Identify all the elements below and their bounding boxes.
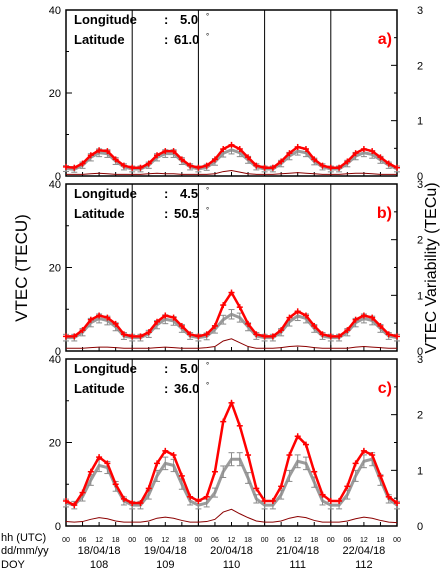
variability-series-line — [65, 508, 398, 524]
degree-symbol: ° — [206, 12, 209, 21]
right-y-tick-label: 1 — [417, 465, 423, 477]
doy-label: 108 — [90, 559, 108, 571]
hour-tick-label: 18 — [310, 537, 318, 544]
degree-symbol: ° — [206, 361, 209, 370]
hour-tick-label: 12 — [228, 537, 236, 544]
row-label-date: dd/mm/yy — [1, 545, 49, 557]
hour-tick-label: 18 — [112, 537, 120, 544]
hour-tick-label: 12 — [95, 537, 103, 544]
latitude-label: Latitude — [74, 32, 125, 47]
date-label: 22/04/18 — [342, 545, 385, 557]
degree-symbol: ° — [206, 206, 209, 215]
hour-tick-label: 18 — [178, 537, 186, 544]
right-y-tick-label: 1 — [417, 116, 423, 128]
panel-letter: a) — [378, 31, 392, 48]
latitude-value: 50.5 — [174, 206, 199, 221]
panel-letter: b) — [377, 205, 392, 222]
hour-tick-label: 00 — [128, 537, 136, 544]
left-y-tick-label: 40 — [49, 354, 61, 366]
doy-label: 109 — [156, 559, 174, 571]
right-y-tick-label: 3 — [417, 179, 423, 191]
doy-label: 110 — [223, 559, 241, 571]
date-label: 21/04/18 — [276, 545, 319, 557]
right-y-tick-label: 0 — [417, 521, 423, 533]
row-label-doy: DOY — [1, 559, 26, 571]
longitude-label: Longitude — [74, 361, 137, 376]
left-y-tick-label: 0 — [55, 171, 61, 183]
left-y-tick-label: 20 — [49, 88, 61, 100]
right-y-tick-label: 1 — [417, 290, 423, 302]
hour-tick-label: 06 — [211, 537, 219, 544]
right-y-tick-label: 3 — [417, 354, 423, 366]
longitude-colon: : — [164, 361, 168, 376]
latitude-colon: : — [164, 32, 168, 47]
hour-tick-label: 00 — [393, 537, 401, 544]
left-axis-label: VTEC (TECU) — [12, 214, 31, 322]
longitude-value: 5.0 — [180, 12, 198, 27]
longitude-label: Longitude — [74, 186, 137, 201]
right-y-tick-label: 2 — [417, 410, 423, 422]
date-label: 18/04/18 — [78, 545, 121, 557]
degree-symbol: ° — [206, 186, 209, 195]
hour-tick-label: 12 — [161, 537, 169, 544]
latitude-label: Latitude — [74, 206, 125, 221]
date-label: 20/04/18 — [210, 545, 253, 557]
degree-symbol: ° — [206, 32, 209, 41]
right-y-tick-label: 3 — [417, 5, 423, 17]
variability-series-line — [66, 338, 397, 349]
left-y-tick-label: 40 — [49, 5, 61, 17]
panel-letter: c) — [378, 380, 392, 397]
doy-label: 111 — [289, 559, 306, 571]
hour-tick-label: 00 — [327, 537, 335, 544]
hour-tick-label: 06 — [277, 537, 285, 544]
hour-tick-label: 06 — [145, 537, 153, 544]
right-y-tick-label: 0 — [417, 171, 423, 183]
variability-series-line — [66, 169, 397, 175]
left-y-tick-label: 0 — [55, 521, 61, 533]
hour-tick-label: 00 — [62, 537, 70, 544]
hour-tick-label: 00 — [195, 537, 203, 544]
row-label-hour: hh (UTC) — [1, 532, 46, 544]
degree-symbol: ° — [206, 381, 209, 390]
latitude-colon: : — [164, 206, 168, 221]
right-y-tick-label: 2 — [417, 235, 423, 247]
hour-tick-label: 18 — [377, 537, 385, 544]
left-y-tick-label: 20 — [49, 438, 61, 450]
right-y-tick-label: 0 — [417, 346, 423, 358]
hour-tick-label: 12 — [360, 537, 368, 544]
longitude-value: 4.5 — [180, 186, 198, 201]
right-axis-label: VTEC Variability (TECu) — [423, 182, 440, 353]
doy-label: 112 — [355, 559, 373, 571]
left-y-tick-label: 0 — [55, 346, 61, 358]
date-label: 19/04/18 — [144, 545, 187, 557]
longitude-label: Longitude — [74, 12, 137, 27]
longitude-value: 5.0 — [180, 361, 198, 376]
hour-tick-label: 18 — [244, 537, 252, 544]
latitude-label: Latitude — [74, 381, 125, 396]
latitude-value: 61.0 — [174, 32, 199, 47]
hour-tick-label: 06 — [79, 537, 87, 544]
hour-tick-label: 06 — [343, 537, 351, 544]
longitude-colon: : — [164, 12, 168, 27]
hour-tick-label: 00 — [261, 537, 269, 544]
latitude-value: 36.0 — [174, 381, 199, 396]
longitude-colon: : — [164, 186, 168, 201]
latitude-colon: : — [164, 381, 168, 396]
left-y-tick-label: 20 — [49, 263, 61, 275]
left-y-tick-label: 40 — [49, 179, 61, 191]
right-y-tick-label: 2 — [417, 60, 423, 72]
hour-tick-label: 12 — [294, 537, 302, 544]
